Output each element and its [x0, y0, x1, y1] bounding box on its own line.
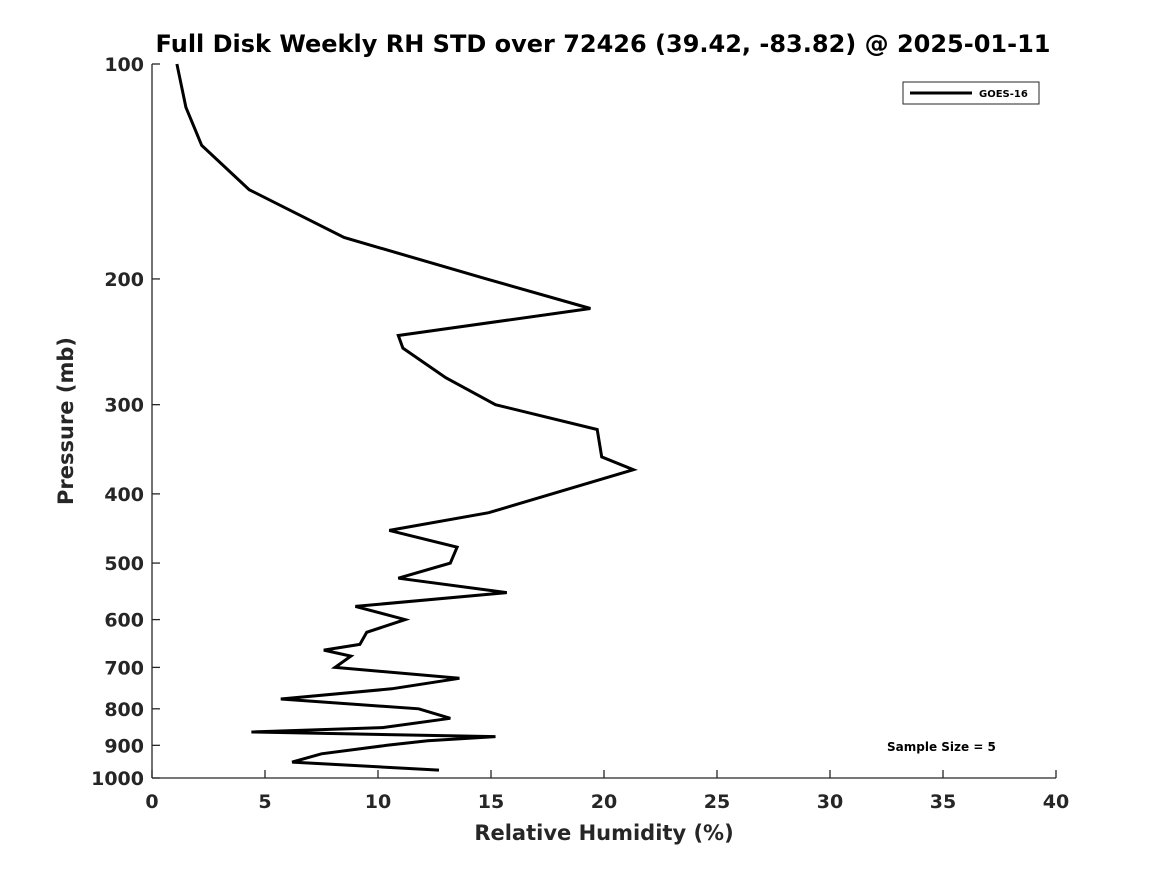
y-tick-label: 200 — [104, 269, 144, 291]
y-tick-label: 300 — [104, 395, 144, 417]
legend-entry-goes-16: GOES-16 — [979, 89, 1028, 100]
sample-size-annotation: Sample Size = 5 — [887, 740, 996, 754]
x-tick-label: 5 — [258, 791, 271, 813]
legend: GOES-16 — [902, 81, 1040, 105]
x-tick-label: 25 — [704, 791, 730, 813]
x-tick-label: 20 — [591, 791, 617, 813]
x-tick-label: 15 — [478, 791, 504, 813]
y-tick-label: 1000 — [91, 768, 144, 790]
chart-title: Full Disk Weekly RH STD over 72426 (39.4… — [156, 30, 1051, 58]
x-tick-label: 0 — [145, 791, 158, 813]
y-tick-label: 800 — [104, 699, 144, 721]
y-tick-label: 400 — [104, 484, 144, 506]
y-axis-label: Pressure (mb) — [54, 337, 78, 505]
y-axis-ticks: 100 200 300 400 500 600 700 800 900 1000 — [91, 54, 160, 790]
x-tick-label: 30 — [817, 791, 843, 813]
y-tick-label: 500 — [104, 553, 144, 575]
x-axis-label: Relative Humidity (%) — [474, 821, 733, 845]
y-tick-label: 900 — [104, 735, 144, 757]
x-tick-label: 35 — [930, 791, 956, 813]
y-tick-label: 700 — [104, 657, 144, 679]
x-tick-label: 10 — [365, 791, 391, 813]
x-tick-label: 40 — [1043, 791, 1069, 813]
y-tick-label: 100 — [104, 54, 144, 76]
series-line-goes-16 — [175, 63, 638, 772]
y-tick-label: 600 — [104, 610, 144, 632]
x-axis-ticks: 0 5 10 15 20 25 30 35 40 — [145, 770, 1069, 813]
